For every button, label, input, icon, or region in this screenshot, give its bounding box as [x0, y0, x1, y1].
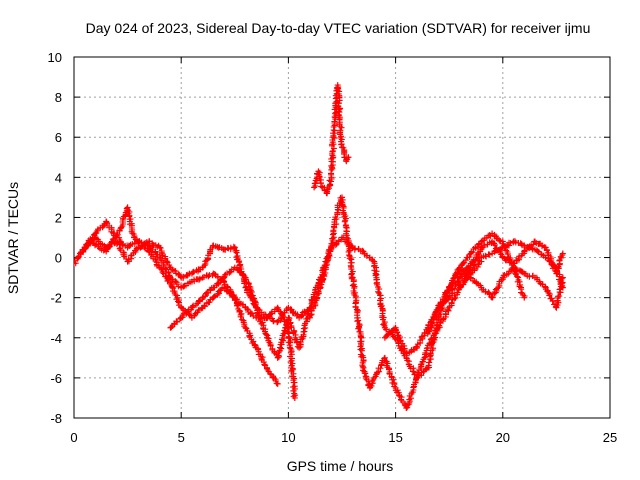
- series-trail: [75, 205, 299, 400]
- x-tick-label: 20: [496, 430, 510, 445]
- x-tick-label: 10: [281, 430, 295, 445]
- series-track-10: [456, 238, 566, 291]
- series-track-6: [306, 194, 485, 411]
- y-tick-label: 6: [55, 130, 62, 145]
- x-tick-label: 0: [70, 430, 77, 445]
- series-track-4: [81, 234, 335, 361]
- series-trail: [83, 235, 335, 361]
- x-tick-label: 25: [603, 430, 617, 445]
- grid: [74, 57, 610, 418]
- y-tick-label: 10: [48, 50, 62, 65]
- x-axis: 0 5 10 15 20 25: [70, 57, 617, 445]
- y-tick-label: 2: [55, 210, 62, 225]
- y-tick-label: 0: [55, 251, 62, 266]
- data-points: [74, 82, 566, 411]
- series-track-9: [424, 264, 566, 337]
- data-point: [199, 274, 206, 281]
- y-axis: -8 -6 -4 -2 0 2 4 6 8 10: [48, 50, 610, 426]
- series-track-2: [75, 204, 299, 401]
- y-tick-label: 4: [55, 170, 62, 185]
- series-trail: [74, 219, 280, 387]
- series-trail: [329, 231, 528, 381]
- x-axis-label: GPS time / hours: [287, 458, 394, 474]
- series-track-5: [311, 82, 352, 197]
- x-tick-label: 5: [178, 430, 185, 445]
- y-axis-label: SDTVAR / TECUs: [5, 182, 21, 294]
- data-point: [311, 184, 318, 191]
- y-tick-label: -8: [50, 411, 62, 426]
- chart-title: Day 024 of 2023, Sidereal Day-to-day VTE…: [86, 20, 591, 36]
- plot-frame: [73, 56, 611, 419]
- y-tick-label: -4: [50, 331, 62, 346]
- series-trail: [306, 194, 483, 411]
- series-trail: [456, 238, 566, 289]
- y-tick-label: -2: [50, 291, 62, 306]
- series-trail: [425, 264, 566, 335]
- plot-border: [73, 56, 611, 419]
- y-tick-label: 8: [55, 90, 62, 105]
- data-point: [317, 284, 324, 291]
- y-tick-label: -6: [50, 371, 62, 386]
- x-tick-label: 15: [388, 430, 402, 445]
- series-trail: [311, 84, 351, 196]
